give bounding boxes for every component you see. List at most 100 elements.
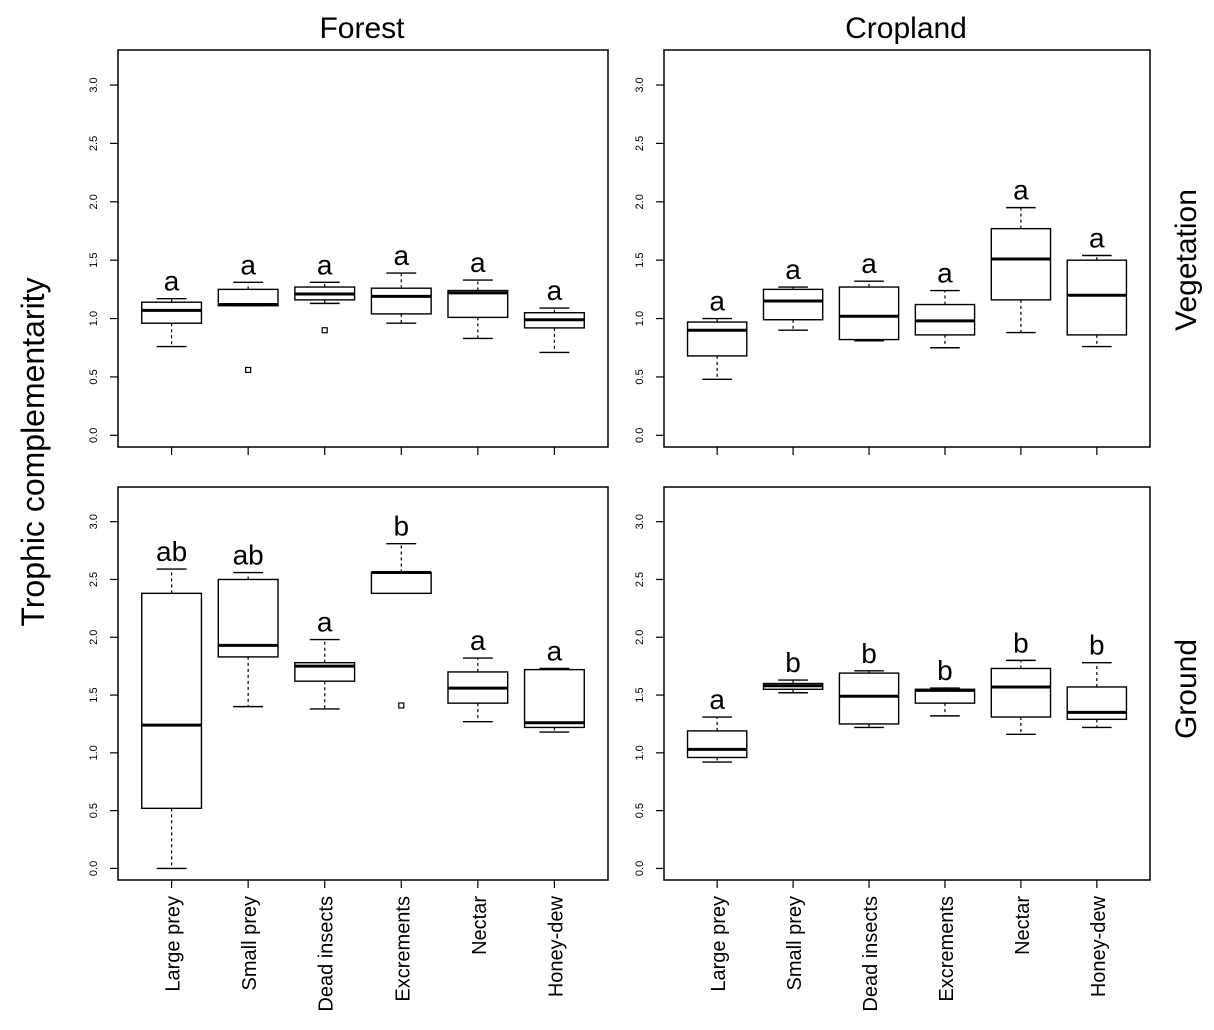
- box-excrements: b Excrements: [914, 655, 976, 1002]
- significance-letter: b: [785, 647, 801, 678]
- y-tick-label: 1.0: [88, 745, 100, 760]
- x-category-label: Honey-dew: [545, 895, 567, 997]
- box-dead-insects: a: [294, 249, 356, 455]
- significance-letter: b: [1013, 627, 1029, 658]
- iqr-box: [990, 667, 1052, 718]
- plot-panels: 0.0 0.5 1.0 1.5 2.0 2.5 3.0 a a a a a a 0.0 0.5 1.0 1.5 2…: [88, 49, 1151, 1012]
- iqr-box: [370, 571, 432, 595]
- iqr-box: [523, 668, 585, 729]
- col-title-forest: Forest: [319, 12, 405, 45]
- y-tick-label: 2.0: [634, 194, 646, 209]
- significance-letter: a: [709, 286, 725, 317]
- outlier-point: [321, 327, 328, 334]
- box-large-prey: a: [686, 286, 748, 455]
- significance-letter: ab: [233, 540, 264, 571]
- y-tick-label: 0.5: [634, 369, 646, 384]
- iqr-box: [141, 592, 203, 810]
- y-tick-label: 1.5: [634, 687, 646, 702]
- y-tick-label: 3.0: [88, 514, 100, 529]
- y-tick-label: 0.5: [634, 803, 646, 818]
- y-tick-label: 0.5: [88, 803, 100, 818]
- significance-letter: a: [785, 254, 801, 285]
- x-category-label: Dead insects: [860, 896, 882, 1012]
- plot-frame: [117, 486, 609, 881]
- significance-letter: a: [861, 248, 877, 279]
- significance-letter: a: [547, 275, 563, 306]
- x-category-label: Nectar: [1012, 896, 1034, 955]
- box-honey-dew: a Honey-dew: [523, 635, 585, 997]
- box-small-prey: ab Small prey: [217, 540, 279, 990]
- x-category-label: Dead insects: [316, 896, 338, 1012]
- outlier-point: [398, 702, 405, 709]
- iqr-box: [990, 227, 1052, 301]
- iqr-box: [686, 321, 748, 357]
- significance-letter: a: [709, 684, 725, 715]
- y-tick-label: 0.5: [88, 369, 100, 384]
- y-tick-label: 1.5: [634, 253, 646, 268]
- box-excrements: a: [914, 258, 976, 455]
- significance-letter: b: [861, 638, 877, 669]
- iqr-box: [762, 288, 824, 321]
- x-category-label: Large prey: [708, 896, 730, 992]
- box-large-prey: ab Large prey: [141, 536, 203, 992]
- box-honey-dew: a: [523, 275, 585, 455]
- x-category-label: Excrements: [392, 896, 414, 1002]
- y-tick-label: 2.0: [88, 630, 100, 645]
- y-tick-label: 0.0: [88, 861, 100, 876]
- x-category-label: Nectar: [469, 896, 491, 955]
- iqr-box: [838, 286, 900, 341]
- significance-letter: ab: [156, 536, 187, 567]
- plot-frame: [663, 486, 1151, 881]
- box-large-prey: a: [141, 266, 203, 455]
- box-dead-insects: a: [838, 248, 900, 455]
- significance-letter: a: [547, 635, 563, 666]
- y-tick-label: 1.0: [88, 311, 100, 326]
- y-tick-label: 1.0: [634, 745, 646, 760]
- y-tick-label: 3.0: [634, 514, 646, 529]
- box-small-prey: a: [217, 249, 279, 455]
- x-category-label: Small prey: [784, 896, 806, 990]
- box-small-prey: b Small prey: [762, 647, 824, 990]
- x-category-label: Honey-dew: [1088, 895, 1110, 997]
- y-tick-label: 2.5: [634, 572, 646, 587]
- box-nectar: b Nectar: [990, 627, 1052, 955]
- iqr-box: [141, 301, 203, 324]
- y-tick-label: 0.0: [88, 428, 100, 443]
- significance-letter: b: [1089, 630, 1105, 661]
- iqr-box: [370, 287, 432, 315]
- y-axis-title: Trophic complementarity: [15, 277, 51, 626]
- x-category-label: Large prey: [163, 896, 185, 992]
- panel-2: 0.0 0.5 1.0 1.5 2.0 2.5 3.0 a a a a a a: [634, 49, 1151, 455]
- iqr-box: [1066, 259, 1128, 336]
- significance-letter: b: [937, 655, 953, 686]
- box-excrements: b Excrements: [370, 511, 432, 1002]
- significance-letter: a: [317, 249, 333, 280]
- significance-letter: a: [393, 240, 409, 271]
- y-tick-label: 3.0: [88, 77, 100, 92]
- y-tick-label: 0.0: [634, 861, 646, 876]
- plot-frame: [663, 49, 1151, 448]
- y-tick-label: 1.5: [88, 687, 100, 702]
- y-tick-label: 1.0: [634, 311, 646, 326]
- row-title-ground: Ground: [1170, 639, 1203, 739]
- box-large-prey: a Large prey: [686, 684, 748, 992]
- box-small-prey: a: [762, 254, 824, 455]
- significance-letter: a: [937, 258, 953, 289]
- iqr-box: [838, 672, 900, 725]
- significance-letter: a: [240, 249, 256, 280]
- iqr-box: [686, 730, 748, 759]
- panel-4: 0.0 0.5 1.0 1.5 2.0 2.5 3.0 a Large prey b Small p…: [634, 486, 1151, 1012]
- significance-letter: a: [470, 247, 486, 278]
- box-excrements: a: [370, 240, 432, 455]
- box-nectar: a Nectar: [447, 625, 509, 955]
- row-title-vegetation: Vegetation: [1170, 189, 1203, 331]
- y-tick-label: 2.5: [634, 136, 646, 151]
- x-category-label: Excrements: [936, 896, 958, 1002]
- y-tick-label: 0.0: [634, 428, 646, 443]
- significance-letter: a: [164, 266, 180, 297]
- y-tick-label: 1.5: [88, 253, 100, 268]
- significance-letter: a: [317, 607, 333, 638]
- col-title-cropland: Cropland: [845, 12, 967, 45]
